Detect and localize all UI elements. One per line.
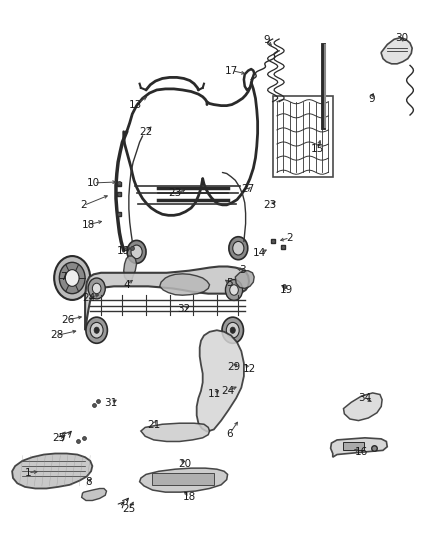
Text: 13: 13: [129, 100, 142, 110]
Text: 23: 23: [169, 188, 182, 198]
Text: 25: 25: [122, 504, 135, 514]
Text: 9: 9: [368, 94, 374, 104]
Circle shape: [127, 240, 146, 263]
Text: 21: 21: [147, 420, 160, 430]
Polygon shape: [235, 271, 254, 288]
Text: 19: 19: [117, 246, 131, 256]
Text: 24: 24: [83, 293, 96, 303]
Text: 2: 2: [81, 200, 87, 211]
Polygon shape: [343, 393, 382, 421]
Polygon shape: [160, 274, 209, 295]
Text: 12: 12: [242, 365, 256, 374]
Circle shape: [92, 283, 101, 294]
Text: 29: 29: [227, 362, 240, 372]
Text: 6: 6: [226, 429, 233, 439]
Text: 25: 25: [53, 433, 66, 443]
Text: 7: 7: [60, 272, 67, 282]
Polygon shape: [81, 488, 106, 500]
Polygon shape: [331, 438, 387, 457]
Text: 15: 15: [311, 144, 325, 154]
Circle shape: [54, 256, 90, 300]
Circle shape: [230, 327, 235, 333]
Circle shape: [86, 317, 107, 343]
Text: 9: 9: [263, 35, 269, 45]
Text: 3: 3: [239, 265, 246, 275]
Text: 18: 18: [81, 220, 95, 230]
Text: 20: 20: [178, 459, 191, 469]
Circle shape: [88, 278, 105, 299]
Circle shape: [59, 262, 85, 294]
Circle shape: [90, 322, 103, 338]
Text: 24: 24: [221, 386, 234, 396]
Text: 19: 19: [280, 285, 293, 295]
Circle shape: [226, 279, 243, 301]
Text: 11: 11: [208, 390, 221, 399]
Text: 4: 4: [124, 280, 130, 290]
Text: 27: 27: [242, 184, 255, 194]
Polygon shape: [141, 423, 209, 441]
Text: 5: 5: [226, 278, 233, 288]
Polygon shape: [124, 256, 137, 282]
Polygon shape: [152, 473, 214, 485]
Circle shape: [233, 241, 244, 255]
Circle shape: [131, 245, 142, 259]
Circle shape: [226, 322, 239, 338]
Circle shape: [230, 285, 238, 295]
Text: 8: 8: [85, 477, 92, 487]
Text: 34: 34: [358, 393, 371, 403]
Text: 30: 30: [395, 33, 408, 43]
Polygon shape: [140, 468, 228, 492]
Text: 16: 16: [355, 447, 368, 457]
Polygon shape: [12, 454, 92, 488]
Polygon shape: [381, 38, 412, 64]
Polygon shape: [85, 266, 249, 330]
Text: 31: 31: [104, 398, 117, 408]
Text: 18: 18: [182, 492, 196, 503]
Circle shape: [229, 237, 248, 260]
Polygon shape: [197, 330, 244, 432]
Text: 2: 2: [286, 233, 293, 243]
Text: 10: 10: [87, 178, 100, 188]
Text: 28: 28: [50, 330, 64, 341]
Text: 32: 32: [177, 304, 191, 314]
Circle shape: [222, 317, 244, 343]
Circle shape: [65, 270, 79, 286]
Text: 17: 17: [225, 66, 239, 76]
Bar: [343, 442, 364, 450]
Text: 26: 26: [61, 315, 74, 325]
Text: 22: 22: [139, 127, 153, 137]
Text: 1: 1: [25, 468, 31, 478]
Circle shape: [94, 327, 99, 333]
Text: 23: 23: [263, 200, 276, 211]
Text: 14: 14: [253, 248, 266, 259]
